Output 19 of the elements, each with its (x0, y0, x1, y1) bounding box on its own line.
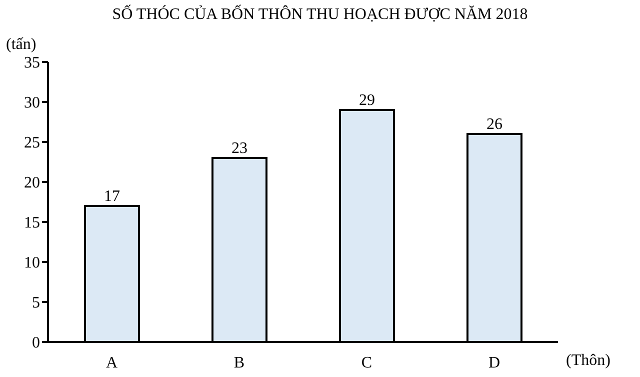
y-tick-label: 30 (24, 94, 40, 112)
y-tick-label: 35 (24, 54, 40, 72)
y-tick-label: 20 (24, 174, 40, 192)
x-axis-title: (Thôn) (566, 352, 610, 370)
x-tick-label: D (488, 354, 500, 372)
y-axis-title: (tấn) (6, 36, 36, 54)
y-tick-label: 5 (32, 294, 40, 312)
y-tick-label: 10 (24, 254, 40, 272)
x-tick-label: C (361, 354, 372, 372)
data-label: 26 (486, 116, 502, 133)
chart-title: SỐ THÓC CỦA BỐN THÔN THU HOẠCH ĐƯỢC NĂM 2018 (111, 6, 529, 24)
x-tick-label: A (106, 354, 118, 372)
y-tick-label: 25 (24, 134, 40, 152)
data-label: 23 (231, 140, 248, 157)
data-label: 17 (104, 188, 120, 205)
y-tick-label: 0 (32, 334, 40, 352)
x-tick-label: B (234, 354, 245, 372)
y-tick-label: 15 (24, 214, 40, 232)
data-label: 29 (358, 92, 375, 109)
